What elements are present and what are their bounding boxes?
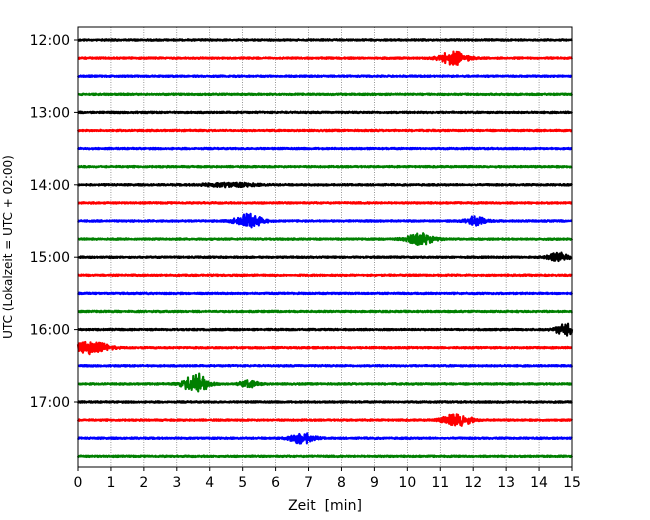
y-axis-label: UTC (Lokalzeit = UTC + 02:00) bbox=[1, 155, 15, 339]
trace-5 bbox=[76, 128, 573, 133]
y-tick-label: 14:00 bbox=[30, 178, 70, 194]
x-tick-label: 8 bbox=[337, 475, 346, 491]
trace-14 bbox=[77, 291, 574, 296]
trace-21 bbox=[76, 413, 573, 427]
y-tick-label: 17:00 bbox=[30, 395, 70, 411]
x-tick-label: 14 bbox=[530, 475, 548, 491]
x-tick-label: 0 bbox=[74, 475, 83, 491]
y-tick-label: 16:00 bbox=[30, 323, 70, 339]
trace-1 bbox=[77, 50, 573, 66]
y-tick-label: 15:00 bbox=[30, 250, 70, 266]
x-tick-label: 11 bbox=[431, 475, 449, 491]
y-axis-ticks: 12:00 13:00 14:00 15:00 16:00 17:00 bbox=[30, 33, 78, 411]
trace-11 bbox=[77, 232, 574, 247]
x-tick-label: 1 bbox=[106, 475, 115, 491]
trace-3 bbox=[77, 92, 574, 97]
trace-22 bbox=[77, 432, 573, 445]
trace-8 bbox=[76, 181, 573, 189]
x-tick-label: 15 bbox=[563, 475, 581, 491]
trace-7 bbox=[77, 164, 573, 169]
y-tick-label: 13:00 bbox=[30, 105, 70, 121]
x-axis-label: Zeit [min] bbox=[288, 498, 362, 514]
trace-18 bbox=[77, 363, 574, 368]
x-tick-label: 12 bbox=[464, 475, 482, 491]
x-tick-label: 7 bbox=[304, 475, 313, 491]
trace-16 bbox=[77, 322, 574, 337]
trace-6 bbox=[76, 146, 573, 151]
trace-23 bbox=[76, 454, 574, 459]
y-tick-label: 12:00 bbox=[30, 33, 70, 49]
trace-17 bbox=[76, 340, 573, 356]
x-tick-label: 9 bbox=[370, 475, 379, 491]
trace-9 bbox=[77, 201, 573, 205]
x-tick-label: 5 bbox=[238, 475, 247, 491]
x-tick-label: 3 bbox=[172, 475, 181, 491]
x-axis-ticks: 0 1 2 3 4 5 6 7 8 9 10 11 12 13 14 15 bbox=[74, 467, 581, 491]
x-tick-label: 10 bbox=[398, 475, 416, 491]
trace-12 bbox=[77, 251, 573, 263]
x-tick-label: 4 bbox=[205, 475, 214, 491]
trace-10 bbox=[77, 212, 573, 229]
trace-19 bbox=[77, 372, 573, 393]
trace-2 bbox=[76, 74, 573, 79]
trace-15 bbox=[77, 309, 574, 314]
trace-0 bbox=[77, 38, 573, 42]
x-tick-label: 13 bbox=[497, 475, 515, 491]
traces-group bbox=[76, 38, 574, 459]
trace-20 bbox=[76, 400, 573, 404]
x-tick-label: 2 bbox=[139, 475, 148, 491]
trace-4 bbox=[77, 110, 573, 115]
plot-frame bbox=[77, 26, 573, 468]
x-tick-label: 6 bbox=[271, 475, 280, 491]
trace-13 bbox=[77, 273, 573, 278]
